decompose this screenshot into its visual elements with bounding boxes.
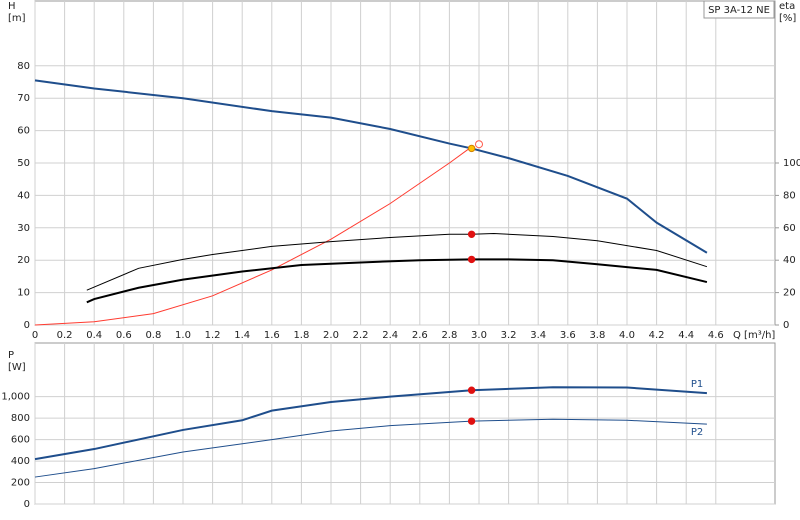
- duty-point: [475, 140, 483, 149]
- y2-tick-label: 40: [783, 255, 796, 266]
- y2-tick-label: 60: [783, 223, 796, 234]
- x-tick-label: 0.8: [145, 330, 161, 341]
- x-tick-label: 4.0: [619, 330, 635, 341]
- x-tick-label: 2.8: [441, 330, 457, 341]
- x-tick-label: 1.2: [205, 330, 221, 341]
- x-tick-label: 2.0: [323, 330, 339, 341]
- y-tick-label: 200: [11, 478, 30, 489]
- plot-frame: [34, 342, 776, 505]
- x-tick-label: 1.4: [234, 330, 250, 341]
- x-tick-label: 4.4: [678, 330, 694, 341]
- y-tick-label: 0: [24, 499, 30, 510]
- duty-point: [467, 144, 476, 153]
- curve: [86, 232, 708, 291]
- x-tick-label: 3.0: [471, 330, 487, 341]
- x-axis-label: Q [m³/h]: [733, 330, 775, 341]
- curve-label: P1: [691, 379, 703, 390]
- x-tick-label: 4.2: [649, 330, 665, 341]
- y-tick-label: 40: [17, 190, 30, 201]
- x-tick-label: 0.6: [116, 330, 132, 341]
- y-axis-label: P: [8, 350, 14, 361]
- y2-axis-label: eta: [779, 1, 795, 12]
- y-tick-label: 70: [17, 93, 30, 104]
- duty-point: [467, 386, 476, 394]
- x-tick-label: 2.2: [353, 330, 369, 341]
- y-tick-label: 0: [24, 320, 30, 331]
- y2-axis-unit: [%]: [779, 13, 796, 24]
- y2-tick-label: 0: [783, 320, 789, 331]
- y-axis-label: H: [8, 1, 16, 12]
- x-tick-label: 1.0: [175, 330, 191, 341]
- y2-tick-label: 80: [783, 190, 796, 201]
- y2-tick-label: 100: [783, 158, 800, 169]
- x-tick-label: 2.6: [412, 330, 428, 341]
- duty-point: [467, 230, 476, 238]
- x-tick-label: 2.4: [382, 330, 398, 341]
- curve: [86, 258, 708, 304]
- x-tick-label: 0.4: [86, 330, 102, 341]
- x-tick-label: 3.6: [560, 330, 576, 341]
- x-tick-label: 0.2: [57, 330, 73, 341]
- x-tick-label: 4.6: [708, 330, 724, 341]
- curve-label: P2: [691, 427, 703, 438]
- y-tick-label: 1,000: [1, 392, 30, 403]
- y-tick-label: 60: [17, 126, 30, 137]
- duty-point: [467, 255, 476, 264]
- x-tick-label: 3.4: [530, 330, 546, 341]
- title-box: [703, 0, 775, 19]
- y-tick-label: 800: [11, 413, 30, 424]
- chart-title: SP 3A-12 NE: [708, 5, 770, 16]
- curve: [34, 146, 472, 326]
- y-tick-label: 10: [17, 288, 30, 299]
- x-tick-label: 3.2: [501, 330, 517, 341]
- y-axis-unit: [W]: [8, 362, 26, 373]
- y-tick-label: 600: [11, 435, 30, 446]
- y-tick-label: 400: [11, 456, 30, 467]
- x-tick-label: 0: [32, 330, 38, 341]
- x-tick-label: 1.8: [293, 330, 309, 341]
- y-tick-label: 50: [17, 158, 30, 169]
- x-tick-label: 3.8: [589, 330, 605, 341]
- duty-point: [467, 417, 476, 425]
- y2-tick-label: 20: [783, 288, 796, 299]
- curve: [34, 418, 707, 478]
- y-axis-unit: [m]: [8, 13, 26, 24]
- curve: [34, 386, 707, 461]
- y-tick-label: 30: [17, 223, 30, 234]
- curve: [34, 79, 708, 254]
- y-tick-label: 80: [17, 61, 30, 72]
- x-tick-label: 1.6: [264, 330, 280, 341]
- y-tick-label: 20: [17, 255, 30, 266]
